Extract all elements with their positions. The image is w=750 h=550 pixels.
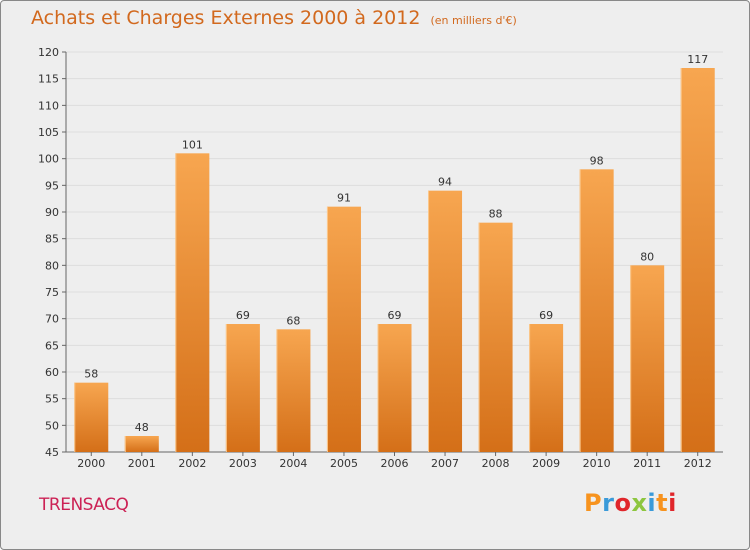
x-tick-label: 2000: [77, 457, 105, 470]
y-tick-label: 100: [38, 153, 59, 166]
x-tick-label: 2005: [330, 457, 358, 470]
bar: [326, 206, 361, 452]
y-tick-label: 80: [45, 259, 59, 272]
data-label: 58: [84, 368, 98, 381]
bar: [428, 190, 463, 452]
logo-letter: x: [631, 489, 648, 517]
y-tick-label: 120: [38, 46, 59, 59]
logo-letter: P: [584, 489, 603, 517]
data-label: 91: [337, 192, 351, 205]
y-tick-label: 50: [45, 419, 59, 432]
logo-letter: o: [614, 489, 632, 517]
data-label: 68: [286, 314, 300, 327]
data-label: 80: [640, 250, 654, 263]
data-label: 101: [182, 138, 203, 151]
y-tick-label: 115: [38, 73, 59, 86]
data-label: 94: [438, 176, 452, 189]
logo-letter: t: [656, 489, 669, 517]
bar: [175, 153, 210, 453]
data-label: 117: [687, 53, 708, 66]
y-tick-label: 75: [45, 286, 59, 299]
data-label: 69: [539, 309, 553, 322]
commune-name: TRENSACQ: [39, 495, 129, 515]
logo-letter: i: [647, 489, 657, 517]
logo-letter: i: [668, 489, 677, 517]
x-tick-label: 2010: [583, 457, 611, 470]
x-tick-label: 2004: [279, 457, 307, 470]
x-tick-label: 2001: [128, 457, 156, 470]
y-tick-label: 60: [45, 366, 59, 379]
y-tick-label: 65: [45, 339, 59, 352]
y-tick-label: 70: [45, 313, 59, 326]
data-label: 48: [135, 421, 149, 434]
y-tick-label: 95: [45, 179, 59, 192]
x-tick-label: 2002: [178, 457, 206, 470]
x-tick-label: 2012: [684, 457, 712, 470]
y-tick-label: 55: [45, 393, 59, 406]
data-label: 98: [590, 154, 604, 167]
logo-letter: r: [602, 489, 615, 517]
chart-unit-label: (en milliers d'€): [430, 14, 517, 27]
x-tick-label: 2006: [381, 457, 409, 470]
bar: [529, 324, 564, 452]
x-tick-label: 2009: [532, 457, 560, 470]
bar: [124, 436, 159, 452]
y-tick-label: 85: [45, 233, 59, 246]
x-tick-label: 2007: [431, 457, 459, 470]
y-tick-label: 110: [38, 99, 59, 112]
x-tick-label: 2008: [482, 457, 510, 470]
bar: [74, 382, 109, 452]
bar: [579, 169, 614, 453]
data-label: 88: [489, 208, 503, 221]
y-tick-label: 90: [45, 206, 59, 219]
chart-header: Achats et Charges Externes 2000 à 2012 (e…: [31, 7, 517, 29]
bar: [478, 222, 513, 452]
x-tick-label: 2003: [229, 457, 257, 470]
bar: [276, 329, 311, 452]
y-tick-label: 105: [38, 126, 59, 139]
bar: [377, 324, 412, 452]
bar: [630, 265, 665, 452]
x-tick-label: 2011: [633, 457, 661, 470]
data-label: 69: [388, 309, 402, 322]
proxiti-logo: Proxiti: [584, 489, 677, 517]
y-tick-label: 45: [45, 446, 59, 459]
bar: [680, 68, 715, 452]
bar: [225, 324, 260, 452]
chart-title: Achats et Charges Externes 2000 à 2012: [31, 7, 421, 29]
data-label: 69: [236, 309, 250, 322]
